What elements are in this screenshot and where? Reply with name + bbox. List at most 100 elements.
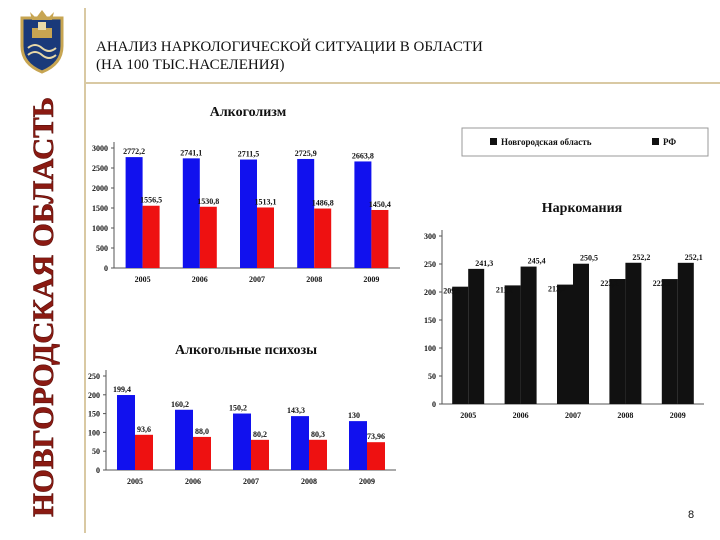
data-label: 93,6 (137, 425, 151, 434)
data-label: 1530,8 (197, 197, 219, 206)
bar-series-a-2008 (291, 416, 309, 470)
chart-title: Наркомания (542, 201, 623, 216)
x-tick-label: 2006 (185, 477, 201, 486)
page-number: 8 (688, 509, 695, 521)
y-tick-label: 0 (432, 400, 436, 409)
data-label: 209,5 (443, 287, 461, 296)
y-tick-label: 2000 (92, 184, 108, 193)
y-tick-label: 150 (424, 316, 436, 325)
y-tick-label: 300 (424, 232, 436, 241)
chart-title: Алкогольные психозы (175, 343, 317, 358)
title-line-2: (НА 100 ТЫС.НАСЕЛЕНИЯ) (96, 57, 285, 73)
bar-series-b-2005 (135, 434, 153, 470)
bar-series-b-2007 (573, 263, 589, 404)
chart-title: Алкоголизм (210, 105, 287, 120)
data-label: 80,2 (253, 430, 267, 439)
x-tick-label: 2008 (301, 477, 317, 486)
data-label: 252,2 (632, 253, 650, 262)
legend-swatch-region (490, 138, 497, 145)
legend-label-rf: РФ (663, 137, 676, 147)
data-label: 223,2 (600, 279, 618, 288)
bar-series-a-2006 (504, 285, 521, 404)
bar-series-b-2006 (520, 266, 537, 404)
legend-box (461, 127, 709, 157)
chart-alcoholic-psychoses: Алкогольные психозы 0 50 100 150 200 250 199,4 9… (88, 343, 396, 486)
legend-swatch-rf (652, 138, 659, 145)
y-tick-label: 0 (96, 466, 100, 475)
data-label: 1450,4 (369, 200, 391, 209)
bar-series-a-2005 (452, 286, 469, 404)
x-tick-label: 2007 (249, 275, 265, 284)
data-label: 143,3 (287, 406, 305, 415)
bar-series-b-2009 (677, 262, 694, 404)
data-label: 1556,5 (140, 196, 162, 205)
coat-of-arms-icon (20, 10, 64, 74)
vertical-region-name: НОВГОРОДСКАЯ ОБЛАСТЬ (27, 97, 60, 517)
y-tick-label: 0 (104, 264, 108, 273)
bar-series-b-2007 (251, 439, 269, 470)
bar-series-a-2007 (233, 413, 251, 470)
data-label: 245,4 (528, 257, 546, 266)
bar-series-b-2006 (193, 436, 211, 470)
bar-series-b-2005 (468, 268, 485, 404)
bar-series-b-2006 (199, 206, 217, 268)
bar-series-a-2009 (661, 279, 678, 404)
y-tick-label: 200 (88, 391, 100, 400)
x-tick-label: 2005 (127, 477, 143, 486)
data-label: 241,3 (475, 259, 493, 268)
data-label: 250,5 (580, 254, 598, 263)
data-label: 213,2 (548, 285, 566, 294)
y-tick-label: 500 (96, 244, 108, 253)
bar-series-a-2006 (182, 158, 200, 268)
data-label: 80,3 (311, 430, 325, 439)
y-tick-label: 100 (88, 428, 100, 437)
data-label: 160,2 (171, 400, 189, 409)
bar-series-b-2008 (314, 208, 332, 268)
y-tick-label: 200 (424, 288, 436, 297)
header-divider (84, 82, 720, 84)
bar-series-a-2007 (240, 159, 257, 268)
title-line-1: АНАЛИЗ НАРКОЛОГИЧЕСКОЙ СИТУАЦИИ В ОБЛАСТ… (96, 39, 483, 55)
x-tick-label: 2005 (460, 411, 476, 420)
bar-series-b-2009 (371, 209, 389, 268)
page-title: АНАЛИЗ НАРКОЛОГИЧЕСКОЙ СИТУАЦИИ В ОБЛАСТ… (96, 38, 483, 74)
legend-label-region: Новгородская область (501, 137, 592, 147)
bar-series-a-2006 (175, 409, 193, 470)
x-tick-label: 2008 (617, 411, 633, 420)
data-label: 130 (348, 411, 360, 420)
bar-series-b-2007 (257, 207, 274, 268)
y-tick-label: 1000 (92, 224, 108, 233)
x-tick-label: 2006 (513, 411, 529, 420)
x-tick-label: 2009 (363, 275, 379, 284)
bar-series-a-2008 (297, 158, 315, 268)
data-label: 199,4 (113, 385, 131, 394)
y-tick-label: 150 (88, 410, 100, 419)
sidebar-divider (84, 8, 86, 533)
bar-series-b-2008 (309, 439, 327, 470)
data-label: 88,0 (195, 427, 209, 436)
bar-series-b-2005 (142, 205, 160, 268)
y-tick-label: 2500 (92, 164, 108, 173)
data-label: 2711,5 (238, 150, 260, 159)
chart-drug-addiction: Новгородская область РФ Наркомания 0 50 100 15… (424, 127, 709, 420)
data-label: 150,2 (229, 404, 247, 413)
y-tick-label: 100 (424, 344, 436, 353)
x-tick-label: 2009 (670, 411, 686, 420)
x-tick-label: 2007 (243, 477, 259, 486)
x-tick-label: 2006 (192, 275, 208, 284)
y-tick-label: 50 (428, 372, 436, 381)
x-tick-label: 2005 (135, 275, 151, 284)
chart-alcoholism: Алкоголизм 0 500 1000 1500 2000 2500 3000 2772,2… (92, 105, 400, 284)
bar-series-a-2007 (557, 284, 573, 404)
y-tick-label: 250 (424, 260, 436, 269)
data-label: 2725,9 (295, 149, 317, 158)
x-tick-label: 2008 (306, 275, 322, 284)
y-tick-label: 1500 (92, 204, 108, 213)
y-tick-label: 50 (92, 447, 100, 456)
data-label: 211,8 (496, 285, 514, 294)
data-label: 1486,8 (312, 199, 334, 208)
x-tick-label: 2007 (565, 411, 581, 420)
data-label: 1513,1 (255, 197, 277, 206)
data-label: 252,1 (685, 253, 703, 262)
bar-series-a-2005 (125, 157, 143, 268)
